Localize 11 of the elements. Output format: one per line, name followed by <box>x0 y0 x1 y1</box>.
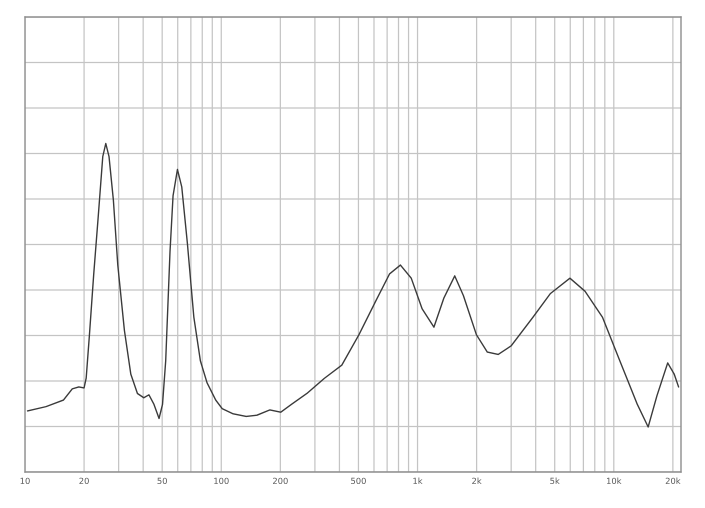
x-tick-label: 10 <box>20 478 30 484</box>
x-tick-label: 20 <box>79 478 89 484</box>
x-tick-label: 10k <box>606 478 622 484</box>
x-tick-label: 5k <box>550 478 560 484</box>
x-tick-label: 200 <box>273 478 288 484</box>
x-tick-label: 1k <box>413 478 423 484</box>
x-tick-label: 50 <box>158 478 167 484</box>
x-tick-label: 100 <box>214 478 229 484</box>
x-tick-label: 2k <box>472 478 482 484</box>
x-tick-label: 20k <box>666 478 681 484</box>
x-tick-label: 500 <box>351 478 366 484</box>
